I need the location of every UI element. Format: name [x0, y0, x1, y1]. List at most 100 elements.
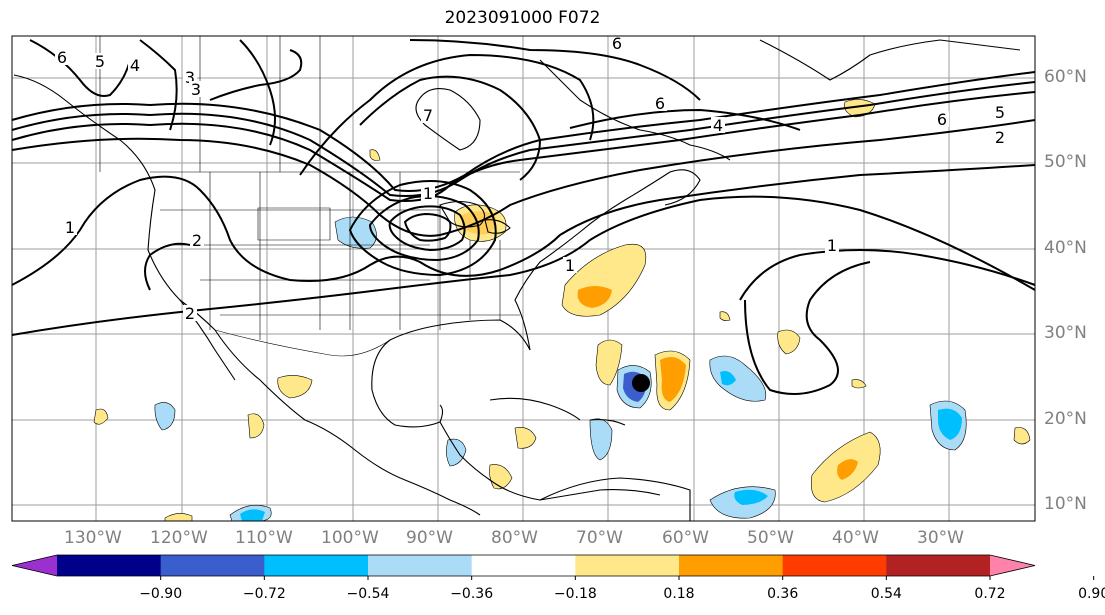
contour-label-bg: [93, 53, 107, 69]
contour-labels: 6 5 4 33 2 7 6 6 4 1 2 1 6 5 2 1 1: [55, 34, 1007, 323]
contour-label-bg: [421, 185, 435, 201]
contour-label-bg: [183, 305, 197, 321]
shade-negative-core: [240, 509, 265, 521]
latitude-label: 40°N: [1044, 238, 1087, 258]
colorbar-over-triangle: [990, 555, 1035, 576]
contour-label: 2: [995, 128, 1005, 147]
colorbar-tick-label: −0.36: [450, 586, 494, 602]
colorbar-tick-label: 0.36: [767, 586, 799, 602]
colorbar-segment: [160, 555, 265, 576]
colorbar: [11, 554, 1095, 580]
contour-label-bg: [190, 232, 204, 248]
shade-positive: [1013, 427, 1031, 445]
colorbar-outline: [11, 554, 1036, 577]
longitude-label: 110°W: [235, 528, 293, 548]
contour-label-bg: [63, 219, 77, 235]
latitude-label: 60°N: [1044, 67, 1087, 87]
anomaly-shading: [93, 99, 1031, 522]
shade-negative: [446, 438, 467, 467]
shade-negative-core: [938, 408, 962, 440]
contour-label: 2: [192, 231, 202, 250]
colorbar-segment: [679, 555, 784, 576]
latitude-label: 30°N: [1044, 323, 1087, 343]
longitude-label: 60°W: [662, 528, 709, 548]
contour-label: 2: [185, 304, 195, 323]
shade-positive: [851, 379, 867, 389]
shade-positive: [489, 464, 513, 490]
shade-negative-core: [734, 489, 768, 505]
shade-negative: [154, 402, 176, 431]
contour-label-bg: [935, 111, 949, 127]
contour-label: 4: [713, 116, 723, 135]
longitude-label: 120°W: [150, 528, 208, 548]
shade-positive: [164, 513, 193, 522]
contour-label-bg: [55, 49, 69, 65]
contour-label: 1: [565, 256, 575, 275]
contour-label: 6: [57, 48, 67, 67]
shade-positive-core: [837, 459, 858, 480]
contours: [11, 39, 1036, 395]
contour-label-bg: [653, 95, 667, 111]
contour-label-bg: [610, 35, 624, 51]
contour-label: 3: [191, 80, 201, 99]
cuba: [489, 397, 581, 421]
shade-positive: [93, 408, 109, 425]
shade-positive: [277, 375, 313, 399]
contour-label: 5: [995, 103, 1005, 122]
contour-label: 5: [95, 52, 105, 71]
shade-positive: [369, 149, 381, 161]
colorbar-segment: [782, 555, 887, 576]
contour-label: 1: [423, 184, 433, 203]
shade-positive-core: [577, 286, 612, 308]
contour-label-bg: [128, 57, 142, 73]
colorbar-tick-label: −0.72: [242, 586, 286, 602]
latitude-label: 20°N: [1044, 409, 1087, 429]
labrador: [539, 59, 731, 161]
longitude-label: 50°W: [747, 528, 794, 548]
shade-negative-core: [720, 371, 736, 386]
colorbar-segment: [886, 555, 991, 576]
colorbar-segment: [368, 555, 473, 576]
latitude-label: 50°N: [1044, 152, 1087, 172]
contour-label-bg: [189, 81, 203, 97]
longitude-label: 130°W: [64, 528, 122, 548]
contour-label: 6: [612, 34, 622, 53]
contour-label-bg: [825, 237, 839, 253]
south-america: [539, 477, 691, 521]
storm-center-marker: [632, 374, 650, 392]
longitude-label: 100°W: [321, 528, 379, 548]
colorbar-tick-label: −0.54: [346, 586, 390, 602]
shade-positive: [247, 413, 265, 439]
gulf-coast: [371, 319, 531, 428]
central-america: [439, 421, 661, 501]
contour-label: 4: [130, 56, 140, 75]
contour-label: 1: [827, 236, 837, 255]
shade-positive-core: [660, 356, 686, 402]
colorbar-tick-label: −0.90: [139, 586, 183, 602]
colorbar-tick-label: −0.18: [553, 586, 597, 602]
colorbar-segment: [575, 555, 680, 576]
contour-label-bg: [421, 107, 435, 123]
colorbar-segment: [471, 555, 576, 576]
colorbar-under-triangle: [12, 555, 57, 576]
shade-positive: [777, 329, 801, 355]
shade-positive: [514, 427, 537, 449]
canada-coast: [415, 88, 481, 151]
contour-label-bg: [993, 129, 1007, 145]
longitude-label: 30°W: [917, 528, 964, 548]
contour-label-bg: [711, 117, 725, 133]
longitude-label: 80°W: [491, 528, 538, 548]
map-border: [11, 35, 1036, 522]
hispaniola: [589, 419, 626, 426]
shade-positive: [719, 311, 731, 321]
greenland: [759, 39, 1021, 81]
colorbar-tick-label: 0.90: [1078, 586, 1105, 602]
contour-label: 7: [423, 106, 433, 125]
colorbar-segment: [57, 555, 162, 576]
colorbar-tick-label: 0.72: [974, 586, 1006, 602]
longitude-label: 90°W: [406, 528, 453, 548]
contour-label: 1: [65, 218, 75, 237]
contour-label: 6: [937, 110, 947, 129]
shade-positive: [595, 339, 623, 386]
